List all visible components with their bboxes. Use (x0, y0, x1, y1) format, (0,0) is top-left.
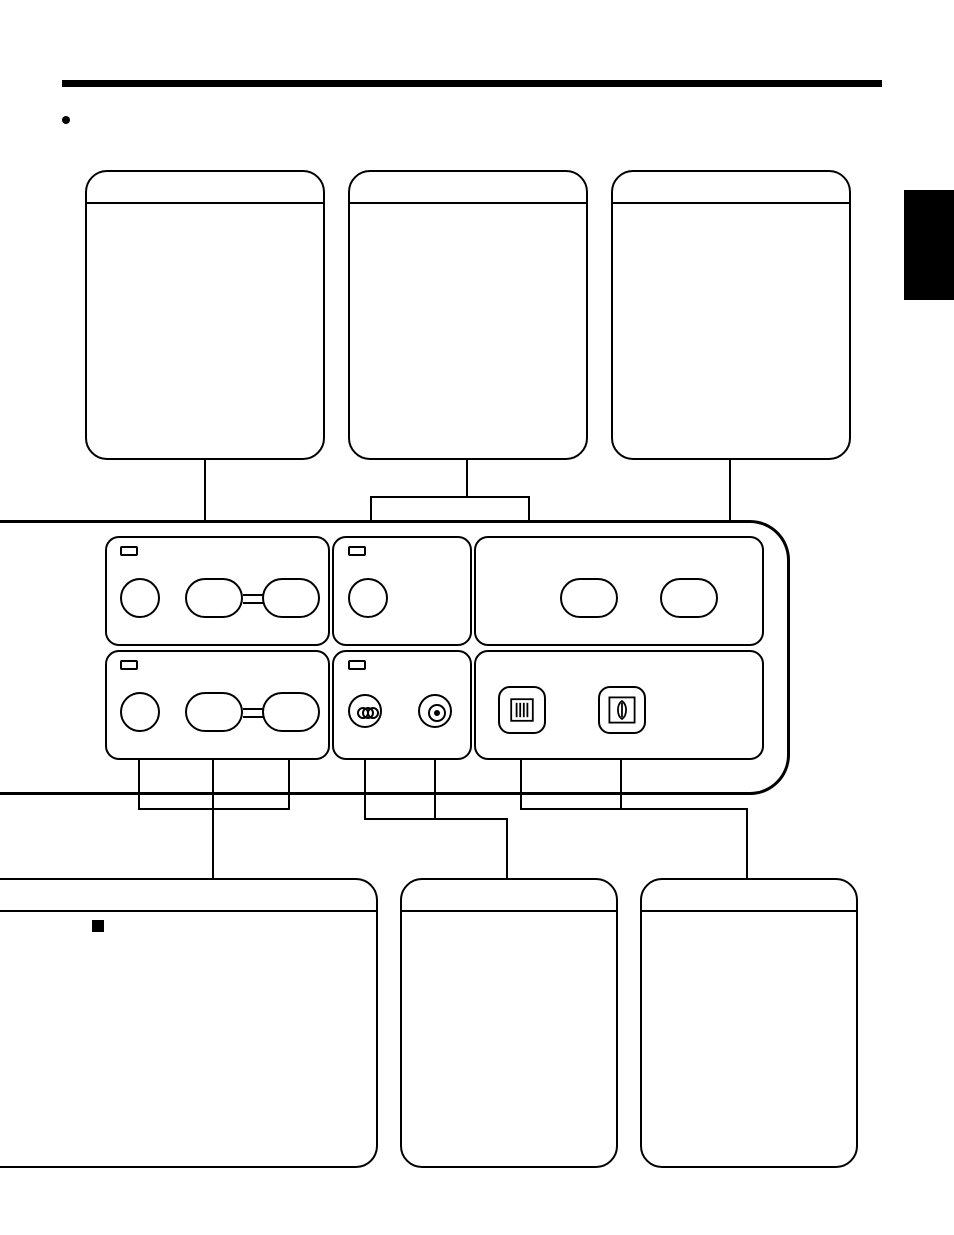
callout-card-top-1 (85, 170, 325, 460)
leader-line (746, 808, 748, 878)
callout-card-bottom-2 (400, 878, 618, 1168)
page-edge-tab (904, 190, 954, 300)
pill-button[interactable] (262, 578, 320, 618)
section-bullet (62, 116, 70, 124)
round-button[interactable] (120, 578, 160, 618)
leader-line (364, 760, 366, 820)
header-rule (62, 80, 882, 87)
pill-button[interactable] (262, 692, 320, 732)
pill-button[interactable] (660, 578, 718, 618)
leader-line (520, 808, 748, 810)
icon-button-stack[interactable] (498, 686, 546, 734)
indicator-led (348, 546, 366, 556)
round-button[interactable] (348, 578, 388, 618)
pill-button[interactable] (185, 578, 243, 618)
leader-line (138, 808, 290, 810)
leader-line (506, 818, 508, 878)
round-button[interactable] (120, 692, 160, 732)
cluster-3 (474, 536, 764, 646)
icon-button-leaf[interactable] (598, 686, 646, 734)
icon-button-multi[interactable] (348, 694, 382, 728)
leaf-icon (604, 692, 640, 728)
leader-line (370, 496, 530, 498)
pill-button[interactable] (560, 578, 618, 618)
callout-card-bottom-1 (0, 878, 378, 1168)
leader-line (212, 808, 214, 878)
leader-line (212, 760, 214, 810)
leader-line (288, 760, 290, 810)
vertical-bars-icon (504, 692, 540, 728)
overlapping-circles-icon (350, 696, 384, 730)
concentric-circle-icon (420, 696, 454, 730)
callout-card-bottom-3 (640, 878, 858, 1168)
indicator-led (120, 546, 138, 556)
leader-line (620, 760, 622, 810)
indicator-led (348, 660, 366, 670)
callout-card-top-2 (348, 170, 588, 460)
leader-line (138, 760, 140, 810)
leader-line (520, 760, 522, 810)
pill-button[interactable] (185, 692, 243, 732)
callout-card-top-3 (611, 170, 851, 460)
leader-line (466, 460, 468, 498)
leader-line (434, 760, 436, 820)
icon-button-target[interactable] (418, 694, 452, 728)
leader-line (364, 818, 508, 820)
square-bullet (92, 920, 104, 932)
indicator-led (120, 660, 138, 670)
